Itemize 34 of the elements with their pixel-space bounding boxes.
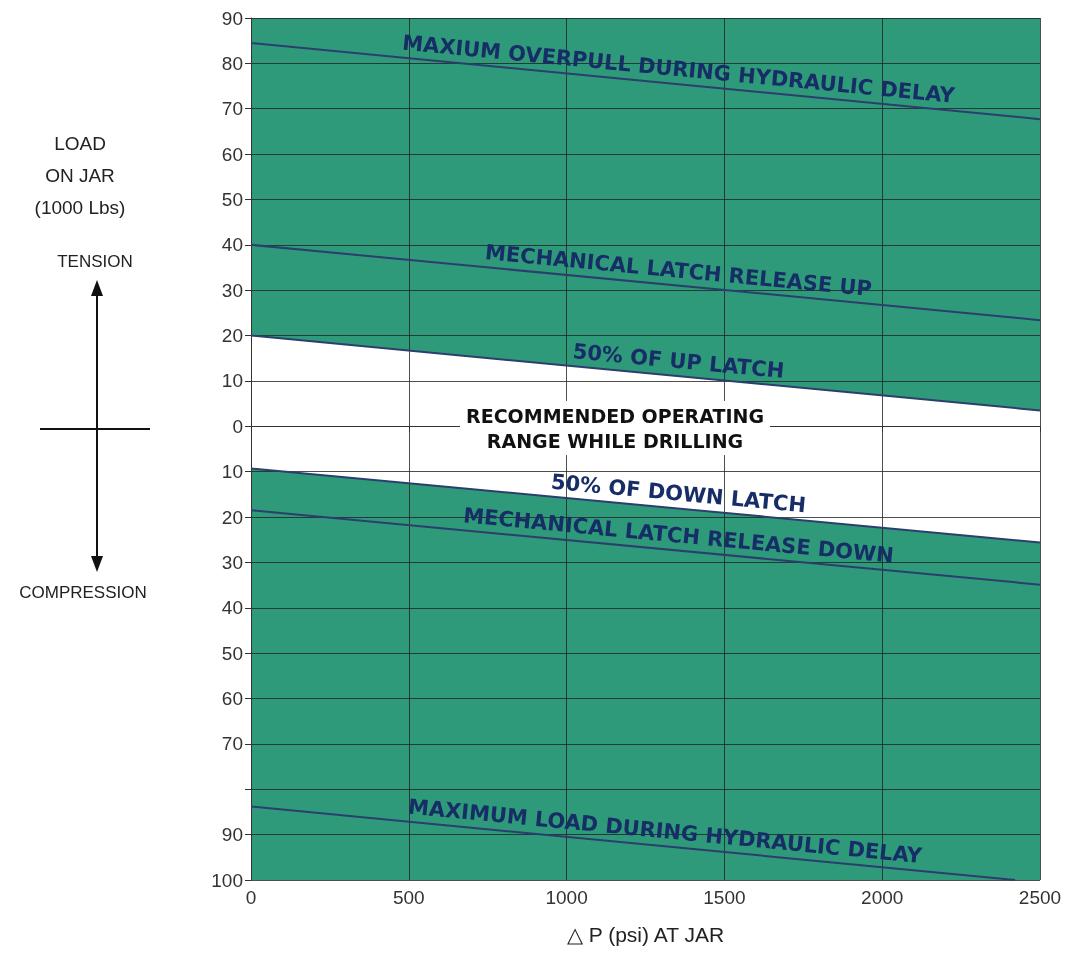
y-tick-label: 50 (221, 188, 243, 210)
y-tick-label: 90 (221, 824, 243, 846)
x-tick-label: 0 (245, 887, 257, 908)
x-tick-label: 2500 (1018, 887, 1062, 908)
y-tick-label: 10 (221, 461, 243, 483)
text: TENSION (57, 252, 133, 272)
x-tick-label: 1500 (703, 887, 746, 908)
x-axis-title: △ P (psi) AT JAR (566, 923, 725, 946)
text: MECHANICAL LATCH RELEASE UP (484, 240, 873, 301)
y-tick-label: 20 (221, 325, 243, 347)
y-tick-label: 20 (221, 506, 243, 528)
y-tick-label: 40 (221, 234, 243, 256)
x-tick-label: 2000 (861, 887, 904, 908)
annotation: RECOMMENDED OPERATING RANGE WHILE DRILLING (466, 404, 764, 452)
y-axis-title: LOAD ON JAR (1000 Lbs) (33, 132, 127, 220)
y-tick-label: 40 (221, 597, 243, 619)
y-tick-label: 30 (221, 279, 243, 301)
y-tick-label: 90 (221, 7, 243, 29)
text: MAXIMUM LOAD DURING HYDRAULIC DELAY (407, 794, 924, 869)
y-tick-label: 100 (211, 869, 243, 891)
y-tick-label: 30 (221, 551, 243, 573)
x-tick-label: 500 (392, 887, 425, 908)
y-tick-label: 10 (221, 370, 243, 392)
x-tick-label: 1000 (545, 887, 588, 908)
text: COMPRESSION (19, 583, 147, 603)
text: 50% OF UP LATCH (571, 339, 786, 383)
y-tick-label: 60 (221, 143, 243, 165)
y-tick-label: 50 (221, 642, 243, 664)
text: MAXIUM OVERPULL DURING HYDRAULIC DELAY (401, 30, 957, 108)
y-tick-label: 80 (221, 52, 243, 74)
y-tick-label: 70 (221, 98, 243, 120)
y-tick-label: 0 (232, 415, 243, 437)
y-tick-label: 70 (221, 733, 243, 755)
y-tick-label: 60 (221, 688, 243, 710)
